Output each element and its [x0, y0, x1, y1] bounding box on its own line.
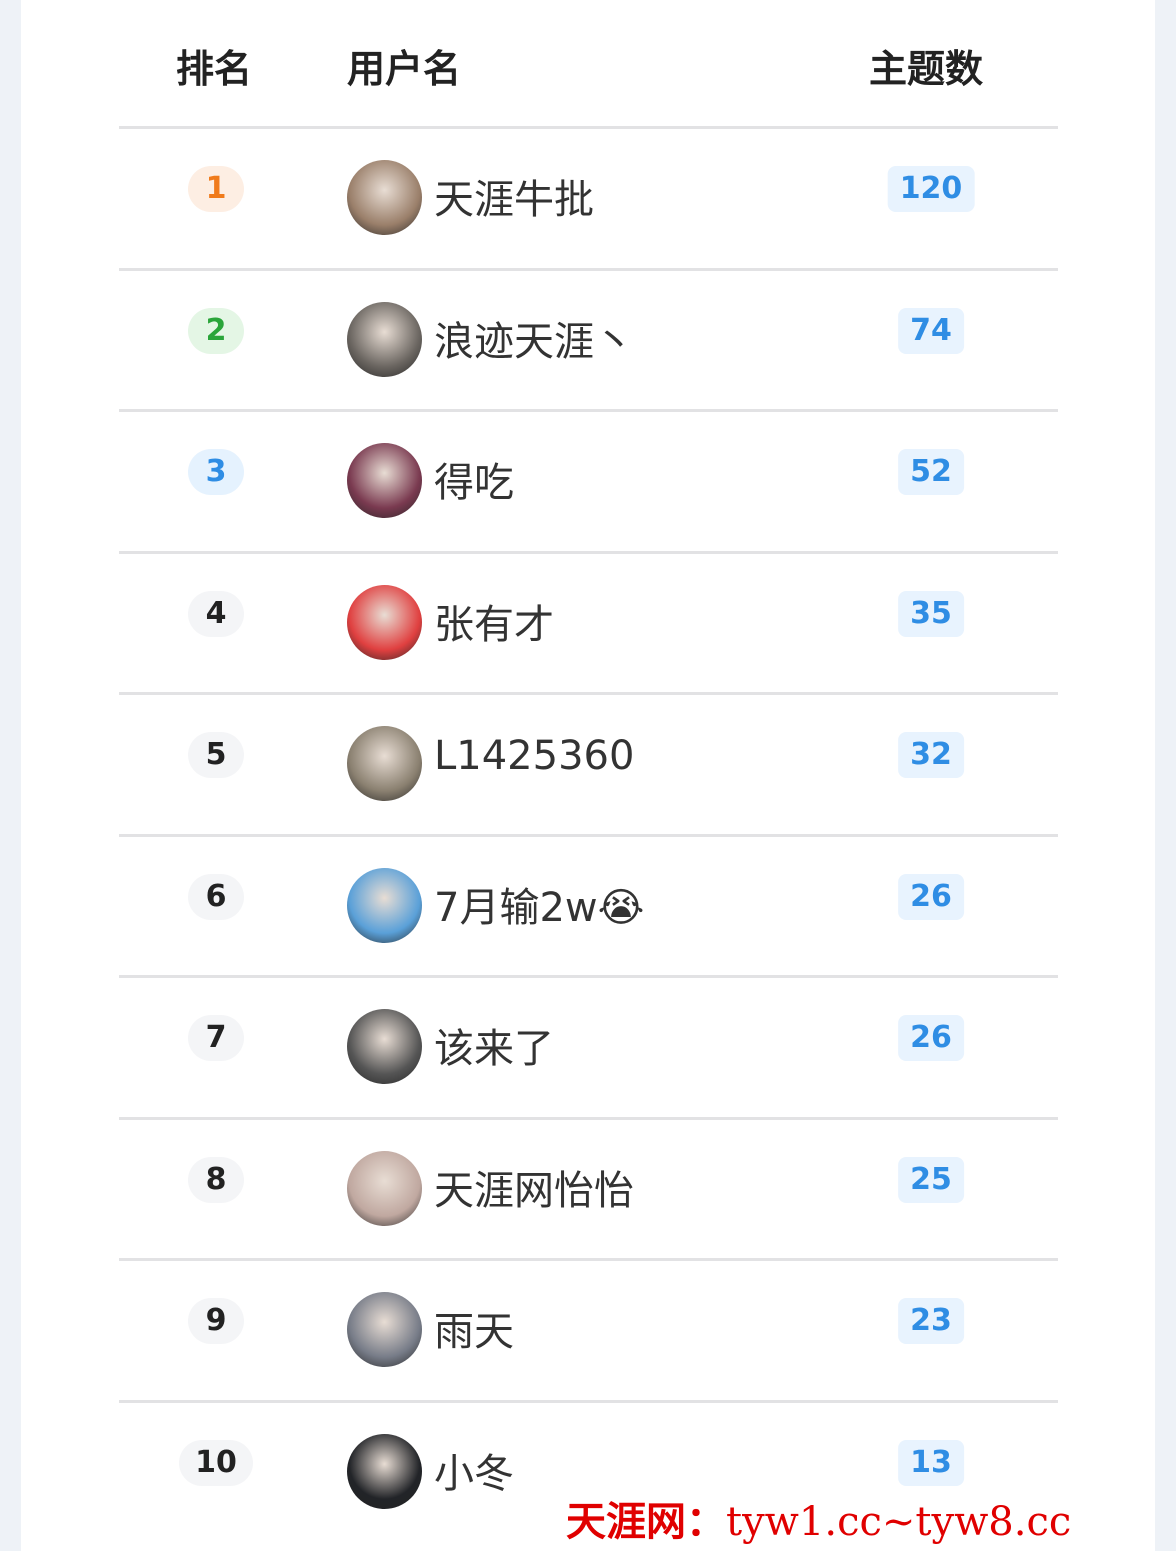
rank-badge: 9 — [188, 1298, 244, 1344]
avatar[interactable] — [347, 160, 422, 235]
header-rank: 排名 — [176, 47, 253, 91]
username[interactable]: 天涯牛批 — [434, 177, 594, 223]
avatar[interactable] — [347, 443, 422, 518]
topic-count-badge: 13 — [898, 1439, 964, 1486]
avatar[interactable] — [347, 1009, 422, 1084]
header-username: 用户名 — [347, 47, 462, 91]
rank-badge: 5 — [188, 732, 244, 778]
rank-badge: 6 — [188, 873, 244, 920]
topic-count-badge: 74 — [898, 307, 964, 354]
topic-count-badge: 23 — [898, 1298, 964, 1344]
table-row[interactable]: 7 该来了 26 — [119, 975, 1058, 1119]
topic-count-badge: 52 — [898, 449, 964, 495]
rank-badge: 1 — [188, 166, 244, 212]
topic-count-badge: 25 — [898, 1156, 964, 1203]
watermark: 天涯网：tyw1.cc~tyw8.cc — [566, 1498, 1071, 1546]
avatar[interactable] — [347, 584, 422, 660]
username[interactable]: 张有才 — [434, 601, 554, 648]
header-topic-count: 主题数 — [869, 47, 984, 91]
watermark-site: 天涯网： — [566, 1498, 726, 1545]
table-row[interactable]: 8 天涯网怡怡 25 — [119, 1116, 1058, 1261]
topic-count-badge: 26 — [898, 873, 964, 920]
rank-badge: 7 — [188, 1015, 244, 1061]
topic-count-badge: 32 — [898, 732, 964, 778]
avatar[interactable] — [347, 1150, 422, 1226]
username[interactable]: 7月输2w😭 — [434, 884, 645, 931]
rank-badge: 8 — [188, 1156, 244, 1203]
username[interactable]: L1425360 — [434, 733, 635, 779]
table-row[interactable]: 1 天涯牛批 120 — [119, 126, 1058, 270]
table-row[interactable]: 9 雨天 23 — [119, 1258, 1058, 1402]
avatar[interactable] — [347, 726, 422, 801]
rank-badge: 3 — [188, 449, 244, 495]
table-row[interactable]: 6 7月输2w😭 26 — [119, 833, 1058, 978]
rank-badge: 10 — [179, 1439, 253, 1486]
table-row[interactable]: 5 L1425360 32 — [119, 692, 1058, 836]
table-row[interactable]: 3 得吃 52 — [119, 409, 1058, 553]
avatar[interactable] — [347, 1292, 422, 1367]
rank-badge: 2 — [188, 307, 244, 354]
topic-count-badge: 35 — [898, 590, 964, 637]
topic-count-badge: 120 — [887, 166, 975, 212]
rank-badge: 4 — [188, 590, 244, 637]
ranking-card: 排名 用户名 主题数 1 天涯牛批 120 2 浪迹天涯丶 74 3 得吃 52 4 张有才 35 5 L… — [21, 0, 1155, 1551]
username[interactable]: 得吃 — [434, 460, 514, 506]
watermark-urls: tyw1.cc~tyw8.cc — [726, 1499, 1072, 1545]
avatar[interactable] — [347, 867, 422, 943]
avatar[interactable] — [347, 301, 422, 377]
table-header: 排名 用户名 主题数 — [21, 0, 1155, 126]
username[interactable]: 该来了 — [434, 1026, 554, 1072]
avatar[interactable] — [347, 1433, 422, 1509]
table-row[interactable]: 4 张有才 35 — [119, 550, 1058, 695]
table-row[interactable]: 10 小冬 13 — [119, 1399, 1058, 1544]
username[interactable]: 浪迹天涯丶 — [434, 318, 634, 365]
username[interactable]: 天涯网怡怡 — [434, 1167, 634, 1214]
table-row[interactable]: 2 浪迹天涯丶 74 — [119, 267, 1058, 412]
topic-count-badge: 26 — [898, 1015, 964, 1061]
username[interactable]: 小冬 — [434, 1450, 514, 1497]
username[interactable]: 雨天 — [434, 1309, 514, 1355]
